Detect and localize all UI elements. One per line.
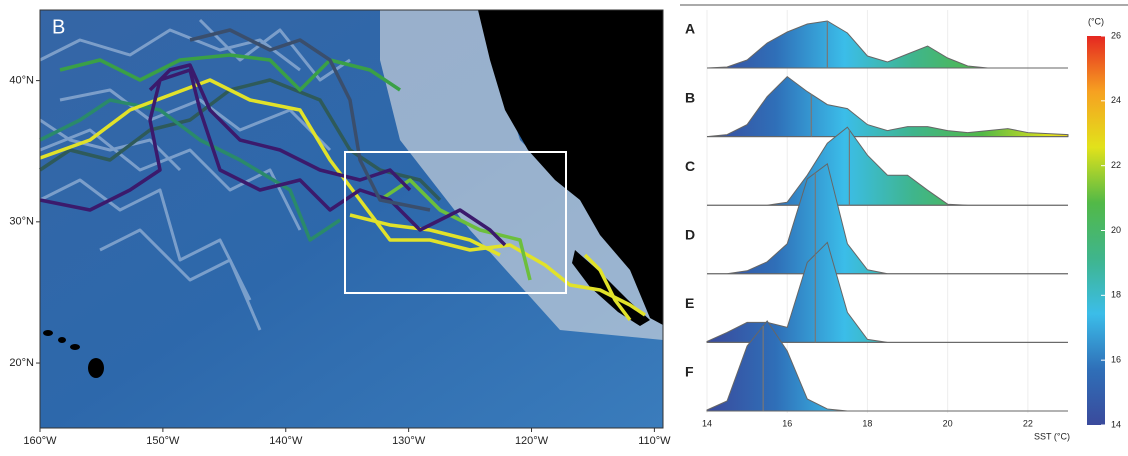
x-axis-label: SST (°C) [1034,431,1070,441]
density-ridge [707,127,1068,205]
x-tick-label: 140°W [269,435,303,447]
ridge-label: A [685,21,695,37]
figure: B 160°W 150°W 140°W 130°W 120°W 110°W 20°N 30°N… [0,0,1128,451]
y-tick-label: 40°N [9,75,34,87]
density-ridge [707,77,1068,137]
colorbar-tick-label: 16 [1111,355,1121,365]
colorbar-tick-label: 24 [1111,95,1121,105]
density-ridge [707,321,1068,411]
colorbar-tick-label: 26 [1111,30,1121,40]
x-tick-label: 16 [782,418,792,428]
colorbar-tick-label: 14 [1111,419,1121,429]
x-tick-label: 18 [862,418,872,428]
panel-label: B [52,16,65,38]
x-tick-label: 130°W [392,435,426,447]
x-tick-label: 120°W [515,435,549,447]
density-ridge [707,242,1068,342]
ridge-label: E [685,295,694,311]
ridge-label: B [685,89,695,105]
y-tick-label: 30°N [9,216,34,228]
ridge-label: F [685,364,694,380]
ridge-label: D [685,227,695,243]
x-tick-label: 110°W [638,435,671,447]
x-tick-label: 14 [702,418,712,428]
x-tick-label: 20 [943,418,953,428]
x-tick-label: 150°W [146,435,180,447]
density-ridge [707,21,1068,68]
map: B [40,10,663,428]
colorbar-tick-label: 18 [1111,290,1121,300]
ridge-label: C [685,158,695,174]
y-tick-label: 20°N [9,357,34,369]
x-tick-label: 22 [1023,418,1033,428]
colorbar-tick-label: 22 [1111,160,1121,170]
colorbar-tick-label: 20 [1111,225,1121,235]
x-tick-label: 160°W [23,435,57,447]
colorbar-label: (°C) [1088,16,1104,26]
